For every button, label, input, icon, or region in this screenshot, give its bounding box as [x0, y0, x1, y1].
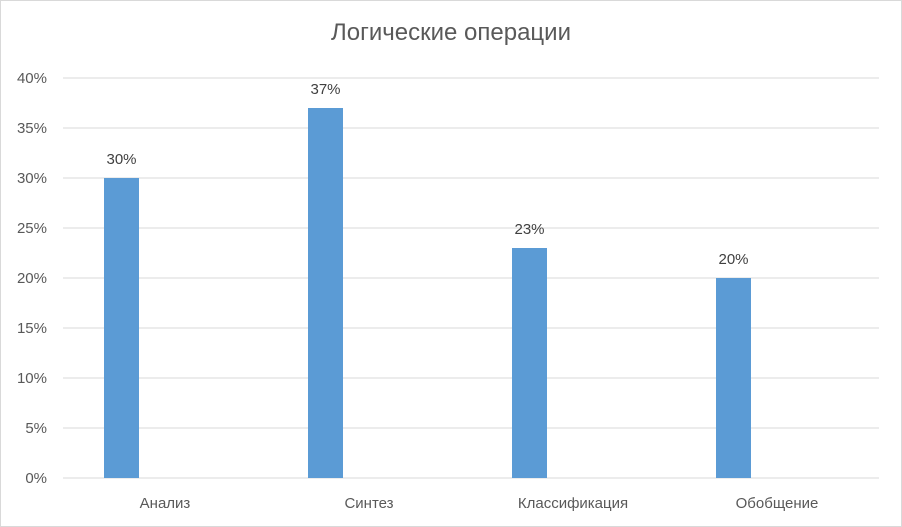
y-tick-label: 0%: [25, 470, 47, 487]
x-axis-ticks: Анализ Синтез Классификация Обобщение: [140, 495, 819, 512]
y-tick-label: 25%: [17, 220, 47, 237]
x-tick-label: Анализ: [140, 495, 191, 512]
y-tick-label: 15%: [17, 320, 47, 337]
x-tick-label: Обобщение: [736, 495, 819, 512]
data-label: 30%: [106, 151, 136, 168]
data-labels: 30% 37% 23% 20%: [106, 81, 748, 268]
bar: [716, 278, 751, 478]
data-label: 37%: [310, 81, 340, 98]
data-label: 20%: [718, 251, 748, 268]
gridlines: [63, 77, 879, 479]
bar: [512, 248, 547, 478]
y-axis-ticks: 0% 5% 10% 15% 20% 25% 30% 35% 40%: [17, 70, 47, 487]
y-tick-label: 40%: [17, 70, 47, 87]
y-tick-label: 5%: [25, 420, 47, 437]
y-tick-label: 30%: [17, 170, 47, 187]
y-tick-label: 10%: [17, 370, 47, 387]
x-tick-label: Классификация: [518, 495, 628, 512]
bar: [104, 178, 139, 478]
data-label: 23%: [514, 221, 544, 238]
bars: [104, 108, 751, 478]
y-tick-label: 20%: [17, 270, 47, 287]
x-tick-label: Синтез: [344, 495, 393, 512]
bar: [308, 108, 343, 478]
chart-title: Логические операции: [331, 19, 571, 46]
y-tick-label: 35%: [17, 120, 47, 137]
